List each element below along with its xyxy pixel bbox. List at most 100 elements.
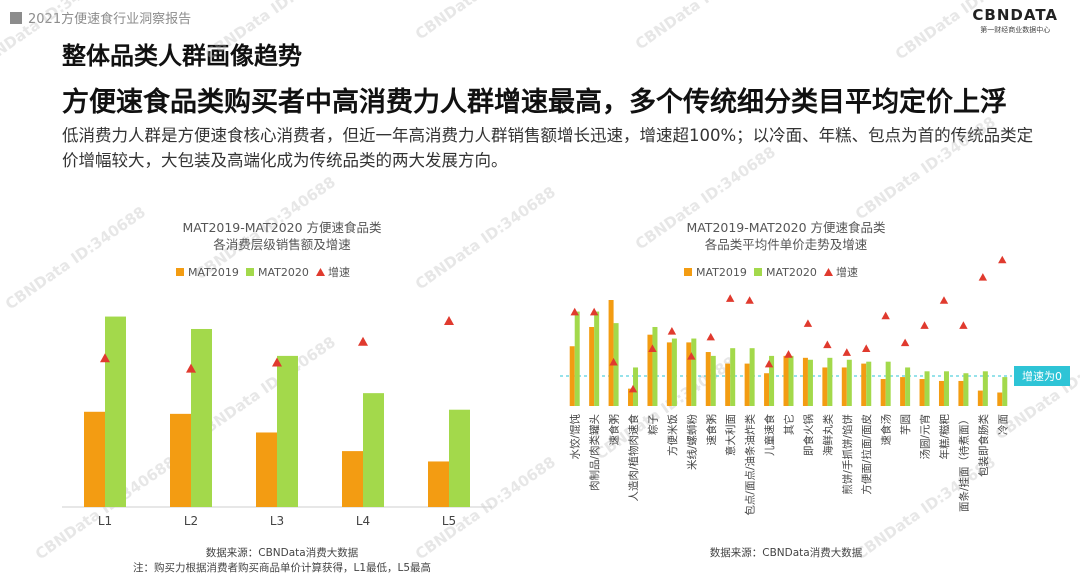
chart2-baseline-badge	[1014, 366, 1070, 386]
chart2-title: MAT2019-MAT2020 方便速食品类	[686, 220, 886, 235]
chart1-growth-marker	[358, 336, 368, 346]
chart2-x-tick: 冷面	[996, 414, 1009, 435]
report-title: 2021方便速食行业洞察报告	[28, 12, 192, 27]
chart2-bar-mat2019	[628, 388, 634, 406]
chart1-legend-swatch	[246, 268, 254, 276]
chart1-growth-marker	[444, 316, 454, 326]
chart2-bar-mat2020	[652, 326, 658, 406]
chart2-x-tick: 方便米饭	[666, 414, 679, 456]
watermark-text: CBNData ID:340688	[892, 0, 1039, 63]
cbndata-logo: CBNDATA 第一财经商业数据中心	[972, 6, 1058, 35]
chart2-x-tick: 方便面/拉面/面皮	[860, 414, 873, 495]
chart2-x-tick: 速食粥	[608, 414, 621, 446]
chart1-bar-mat2019	[84, 411, 105, 507]
chart1-x-tick: L4	[356, 514, 370, 528]
chart2-legend-label: MAT2020	[766, 266, 817, 279]
chart2-bar-mat2020	[924, 371, 930, 406]
chart2-growth-marker	[998, 255, 1007, 264]
chart2-legend-label: 增速	[836, 265, 858, 279]
chart2-growth-marker	[764, 359, 774, 368]
chart2-bar-mat2020	[807, 359, 813, 406]
chart1-bar-mat2020	[363, 393, 384, 507]
report-header: 2021方便速食行业洞察报告	[10, 8, 191, 27]
chart2-bar-mat2019	[938, 380, 944, 406]
chart2-bar-mat2020	[963, 373, 969, 406]
chart1-source: 数据来源：CBNData消费大数据	[206, 546, 359, 559]
chart1-x-tick: L2	[184, 514, 198, 528]
chart2-bar-mat2019	[608, 300, 614, 406]
chart2-bar-mat2020	[827, 357, 833, 406]
watermark-text: CBNData ID:340688	[202, 0, 349, 63]
chart2-baseline-label: 增速为0	[1022, 369, 1062, 383]
chart2-growth-marker	[687, 352, 696, 360]
chart2-growth-marker	[823, 340, 832, 349]
chart2-x-tick: 包装即食肠类	[977, 414, 990, 477]
chart2-x-tick: 面条/挂面（待煮面）	[957, 414, 970, 512]
chart2-growth-marker	[648, 344, 657, 352]
chart1-x-tick: L3	[270, 514, 284, 528]
chart2-bar-mat2019	[725, 363, 731, 406]
chart1-bar-mat2020	[277, 355, 298, 507]
watermark-text: CBNData ID:340688	[412, 183, 559, 293]
chart1-note: 注：购买力根据消费者购买商品单价计算获得，L1最低，L5最高	[133, 561, 431, 574]
chart1-bar-mat2020	[191, 328, 212, 507]
chart2-legend-label: MAT2019	[696, 266, 747, 279]
chart2-bar-mat2020	[1002, 377, 1008, 406]
chart2-bar-mat2020	[982, 371, 988, 406]
chart2-bar-mat2019	[861, 363, 867, 406]
chart2-bar-mat2020	[730, 348, 736, 406]
watermark-text: CBNData ID:340688	[2, 203, 149, 313]
chart2-bar-mat2020	[943, 371, 949, 406]
chart2-growth-marker	[706, 332, 715, 341]
chart1-legend-label: MAT2019	[188, 266, 239, 279]
chart2-bar-mat2019	[569, 346, 575, 406]
chart2-x-tick: 速食汤	[880, 414, 893, 446]
chart2-x-tick: 速食粥	[705, 414, 718, 446]
chart2-bar-mat2020	[749, 348, 755, 406]
chart2-x-tick: 海鲜丸类	[821, 414, 834, 456]
chart2-bar-mat2019	[822, 367, 828, 406]
chart1-legend-swatch	[176, 268, 184, 276]
chart2-x-tick: 米线/螺蛳粉	[685, 414, 698, 471]
chart2-bar-mat2020	[594, 311, 600, 406]
chart2-legend-swatch	[684, 268, 692, 276]
chart2-bar-mat2019	[841, 367, 847, 406]
chart2-bar-mat2020	[574, 311, 580, 406]
chart2-growth-marker	[725, 294, 735, 302]
chart2-growth-marker	[862, 344, 871, 352]
chart1-x-tick: L5	[442, 514, 456, 528]
chart1-bar-mat2019	[256, 432, 277, 507]
chart2-growth-marker	[589, 307, 599, 316]
chart2-bar-mat2019	[647, 334, 653, 406]
chart1-growth-marker	[186, 363, 196, 373]
watermark-text: CBNData ID:340688	[192, 333, 339, 443]
chart1-bar-mat2020	[449, 409, 470, 507]
watermark-text: CBNData ID:340688	[852, 453, 999, 563]
chart2-bar-mat2019	[705, 352, 711, 406]
chart2-growth-marker	[609, 357, 618, 366]
chart2-bar-mat2019	[783, 355, 789, 406]
chart2-growth-marker	[745, 296, 754, 304]
chart2-bar-mat2019	[686, 342, 692, 406]
chart2-growth-marker	[939, 296, 949, 304]
chart2-bar-mat2020	[905, 367, 911, 406]
chart2-x-tick: 儿童速食	[763, 414, 776, 456]
chart2-growth-marker	[900, 338, 910, 347]
chart2-bar-mat2019	[900, 377, 906, 406]
chart2-legend-triangle	[824, 268, 833, 276]
chart2-growth-marker	[803, 319, 813, 327]
chart1-x-tick: L1	[98, 514, 112, 528]
chart2-bar-mat2019	[802, 357, 808, 406]
watermark-text: CBNData ID:340688	[412, 0, 559, 43]
chart2-growth-marker	[667, 327, 677, 335]
chart2-growth-marker	[628, 384, 638, 393]
chart2-growth-marker	[959, 321, 968, 329]
slide-description: 低消费力人群是方便速食核心消费者，但近一年高消费力人群销售额增长迅速，增速超10…	[62, 126, 1034, 170]
chart2-bar-mat2020	[846, 359, 852, 406]
chart2-subtitle: 各品类平均件单价走势及增速	[705, 237, 868, 252]
chart2-bar-mat2020	[691, 338, 697, 406]
chart2-x-tick: 其它	[783, 414, 796, 435]
chart1-bar-mat2019	[342, 451, 363, 507]
chart1-title: MAT2019-MAT2020 方便速食品类	[182, 220, 382, 235]
